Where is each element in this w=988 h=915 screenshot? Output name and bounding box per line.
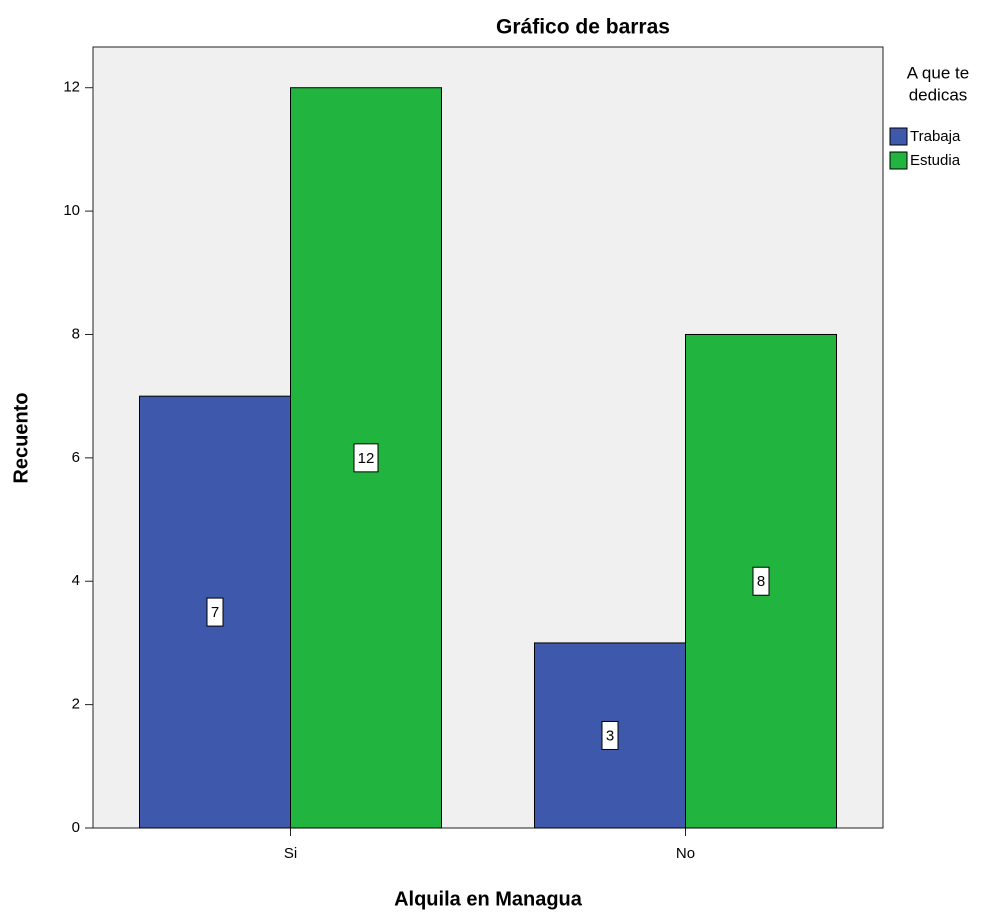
legend-label: Estudia <box>910 152 961 169</box>
legend-title: A que te <box>907 63 969 82</box>
x-tick-label: No <box>676 845 695 862</box>
value-label: 8 <box>757 573 765 590</box>
value-label: 3 <box>606 727 614 744</box>
chart-title: Gráfico de barras <box>496 16 670 39</box>
y-tick-label: 6 <box>72 449 80 466</box>
y-tick-label: 10 <box>63 202 80 219</box>
x-axis-title: Alquila en Managua <box>394 888 583 910</box>
y-tick-label: 2 <box>72 696 80 713</box>
y-tick-label: 4 <box>72 572 80 589</box>
value-label-box <box>752 566 770 596</box>
value-label: 12 <box>358 450 375 467</box>
legend-swatch <box>889 151 908 170</box>
value-label: 7 <box>211 604 219 621</box>
value-label-box <box>601 720 619 750</box>
legend-label: Trabaja <box>910 128 961 145</box>
y-tick-label: 12 <box>63 79 80 96</box>
value-label-box <box>353 443 379 473</box>
y-tick-label: 0 <box>72 819 80 836</box>
y-tick-label: 8 <box>72 325 80 342</box>
legend-swatch <box>889 127 908 146</box>
value-label-box <box>206 597 224 627</box>
legend-title: dedicas <box>909 85 968 104</box>
x-tick-label: Si <box>284 845 297 862</box>
y-axis-title: Recuento <box>10 392 32 483</box>
